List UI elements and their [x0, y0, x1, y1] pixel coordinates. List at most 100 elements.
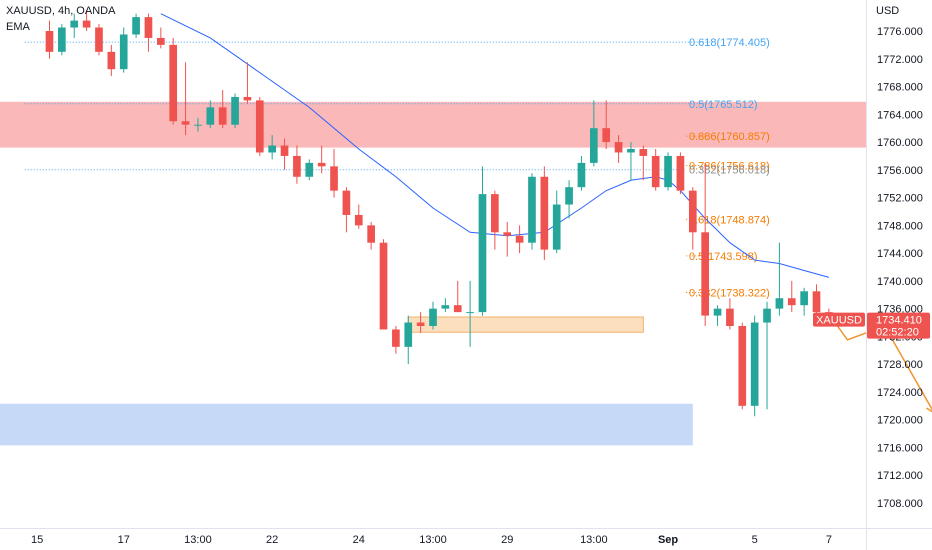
candle[interactable]	[107, 44, 116, 77]
candle[interactable]	[45, 20, 54, 59]
candle-body	[330, 166, 338, 191]
candle[interactable]	[639, 145, 648, 181]
candle[interactable]	[676, 152, 685, 195]
ema-line[interactable]	[160, 13, 830, 278]
resistance-zone[interactable]	[0, 101, 866, 148]
candle[interactable]	[95, 24, 103, 56]
candle[interactable]	[169, 37, 178, 125]
candle[interactable]	[491, 190, 499, 250]
candle[interactable]	[119, 27, 128, 73]
candle[interactable]	[713, 305, 722, 326]
candle[interactable]	[453, 280, 462, 313]
price-tick-label: 1756.000	[877, 165, 923, 177]
candle-body	[639, 149, 648, 156]
candle-body	[775, 298, 784, 309]
support-zone[interactable]	[0, 403, 693, 446]
candle[interactable]	[787, 280, 796, 313]
candle[interactable]	[132, 13, 140, 38]
candle[interactable]	[305, 159, 314, 181]
candle[interactable]	[441, 298, 450, 313]
candle[interactable]	[70, 13, 79, 38]
candle[interactable]	[181, 62, 190, 136]
candle[interactable]	[726, 298, 734, 330]
candle[interactable]	[404, 315, 413, 365]
candle[interactable]	[82, 10, 91, 31]
candle[interactable]	[144, 13, 153, 52]
candle[interactable]	[194, 117, 202, 132]
candle-body	[701, 232, 710, 316]
candle-body	[416, 322, 425, 326]
candle-body	[280, 145, 289, 156]
candle-body	[466, 312, 474, 314]
candle[interactable]	[528, 173, 536, 250]
candle[interactable]	[280, 138, 289, 170]
candle[interactable]	[775, 242, 784, 316]
candle-body	[627, 149, 635, 153]
candle[interactable]	[577, 155, 586, 191]
candle[interactable]	[466, 280, 474, 347]
candle[interactable]	[231, 93, 239, 129]
small-zone[interactable]	[407, 316, 644, 333]
candle[interactable]	[416, 312, 425, 333]
candle[interactable]	[429, 301, 437, 330]
candle-body	[255, 100, 264, 153]
candle[interactable]	[750, 315, 759, 417]
candle[interactable]	[602, 100, 611, 149]
candle[interactable]	[651, 149, 660, 191]
candle[interactable]	[589, 100, 598, 167]
fib-label: 0.618(1774.405)	[689, 37, 770, 49]
candle[interactable]	[354, 204, 363, 229]
ema-indicator-label[interactable]: EMA	[6, 21, 30, 33]
time-tick-label: 15	[31, 534, 43, 546]
price-tick-label: 1720.000	[877, 415, 923, 427]
candle-body	[169, 44, 178, 122]
price-symbol-text: XAUUSD	[816, 315, 862, 327]
candle[interactable]	[243, 62, 252, 104]
candle[interactable]	[268, 135, 277, 160]
candle[interactable]	[293, 145, 301, 184]
candle[interactable]	[701, 162, 710, 326]
candle[interactable]	[515, 225, 524, 254]
candle[interactable]	[614, 135, 623, 163]
candle-body	[305, 162, 314, 177]
candle[interactable]	[565, 180, 573, 219]
candle[interactable]	[255, 96, 264, 156]
candle[interactable]	[627, 142, 635, 181]
candle-body	[293, 155, 301, 177]
candle-body	[429, 308, 437, 326]
price-tick-label: 1736.000	[877, 304, 923, 316]
fib-label: 0.618(1748.874)	[689, 214, 770, 226]
candle[interactable]	[812, 284, 821, 316]
candle[interactable]	[478, 166, 487, 316]
candle[interactable]	[379, 239, 388, 330]
price-tick-label: 1728.000	[877, 359, 923, 371]
price-symbol-badge[interactable]	[813, 312, 865, 327]
candle[interactable]	[392, 326, 400, 354]
candle[interactable]	[342, 187, 351, 233]
candle-body	[664, 155, 672, 188]
candle[interactable]	[218, 90, 227, 129]
candle[interactable]	[206, 100, 215, 129]
candle[interactable]	[367, 221, 375, 250]
candle[interactable]	[738, 322, 747, 410]
candle[interactable]	[540, 166, 549, 261]
candle-body	[800, 291, 808, 306]
current-price-tag[interactable]	[867, 312, 930, 339]
price-tick-label: 1716.000	[877, 442, 923, 454]
candle[interactable]	[317, 145, 326, 174]
candle-body	[651, 155, 660, 188]
candle[interactable]	[503, 221, 512, 257]
candle[interactable]	[664, 152, 672, 191]
candle[interactable]	[688, 187, 697, 250]
candle[interactable]	[156, 27, 165, 49]
time-tick-label: 22	[266, 534, 278, 546]
candle[interactable]	[763, 301, 771, 410]
candle[interactable]	[58, 24, 66, 56]
candle[interactable]	[800, 287, 808, 316]
candle[interactable]	[552, 190, 561, 254]
candle-body	[119, 34, 128, 70]
candle[interactable]	[330, 149, 338, 198]
candle-body	[552, 204, 561, 250]
candle-body	[812, 291, 821, 313]
